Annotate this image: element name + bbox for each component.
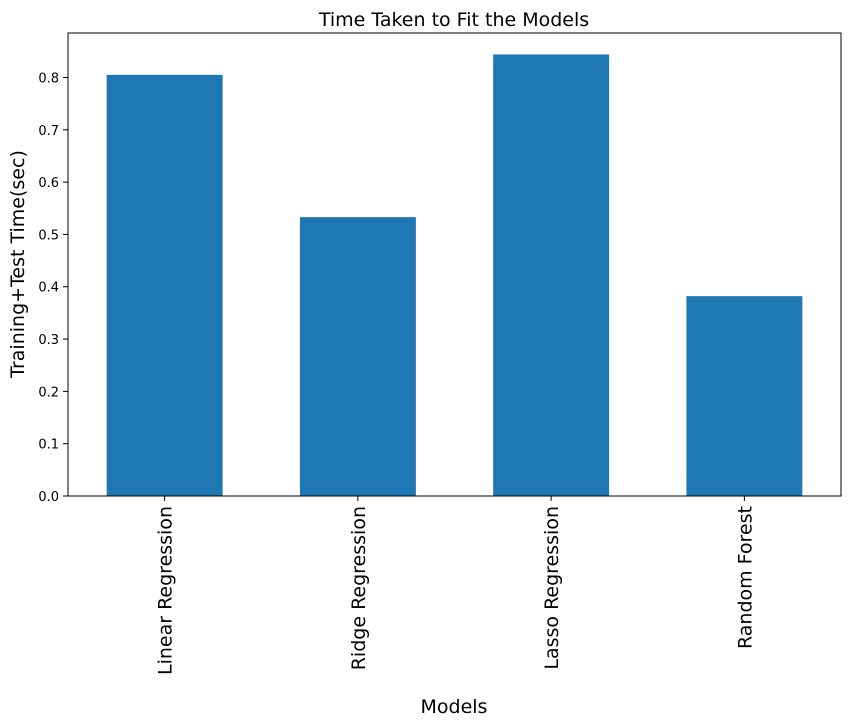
bar-linear-regression	[106, 74, 223, 497]
y-tick-label: 0.4	[38, 281, 59, 296]
bars-layer	[106, 54, 803, 497]
y-tick-label: 0.7	[38, 124, 59, 139]
x-axis: Linear Regression Ridge Regression Lasso R…	[155, 496, 756, 675]
x-tick-label: Linear Regression	[155, 506, 177, 675]
y-tick-label: 0.5	[38, 228, 59, 243]
x-axis-label: Models	[421, 696, 488, 718]
y-axis: 0.0 0.1 0.2 0.3 0.4 0.5 0.6 0.7 0.8	[38, 71, 68, 505]
y-tick-label: 0.0	[38, 490, 59, 505]
y-tick-label: 0.3	[38, 333, 59, 348]
y-tick-label: 0.8	[38, 71, 59, 86]
x-tick-label: Ridge Regression	[348, 506, 370, 670]
bar-ridge-regression	[299, 217, 416, 496]
bar-random-forest	[686, 296, 803, 496]
plot-frame	[67, 32, 842, 497]
bar-lasso-regression	[493, 54, 610, 497]
y-axis-label: Training+Test Time(sec)	[7, 150, 29, 379]
y-tick-label: 0.6	[38, 176, 59, 191]
chart-title: Time Taken to Fit the Models	[318, 9, 589, 31]
y-tick-label: 0.2	[38, 385, 59, 400]
y-tick-label: 0.1	[38, 438, 59, 453]
x-tick-label: Lasso Regression	[541, 506, 563, 670]
x-tick-label: Random Forest	[734, 506, 756, 649]
